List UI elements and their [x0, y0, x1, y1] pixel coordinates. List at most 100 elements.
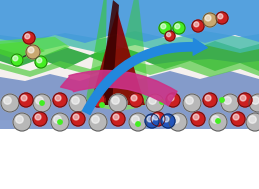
Circle shape	[93, 95, 99, 101]
Circle shape	[246, 113, 259, 131]
Circle shape	[209, 113, 227, 131]
Circle shape	[147, 116, 153, 122]
Circle shape	[238, 93, 252, 107]
Circle shape	[28, 47, 34, 53]
Circle shape	[191, 112, 205, 126]
Circle shape	[131, 95, 137, 101]
Polygon shape	[0, 41, 45, 61]
Circle shape	[26, 45, 40, 59]
Circle shape	[54, 116, 61, 123]
Circle shape	[25, 34, 30, 39]
Circle shape	[172, 116, 179, 123]
Circle shape	[16, 116, 23, 123]
Circle shape	[166, 93, 180, 107]
Circle shape	[221, 94, 239, 112]
Circle shape	[163, 116, 169, 122]
Polygon shape	[0, 31, 259, 53]
Circle shape	[165, 31, 175, 41]
Circle shape	[212, 116, 219, 123]
Circle shape	[192, 20, 204, 32]
Circle shape	[203, 93, 217, 107]
Circle shape	[167, 33, 171, 37]
Circle shape	[92, 116, 99, 123]
Circle shape	[4, 97, 11, 104]
Circle shape	[13, 56, 18, 61]
Circle shape	[40, 101, 44, 105]
Circle shape	[36, 97, 43, 104]
FancyArrowPatch shape	[83, 39, 207, 115]
Circle shape	[249, 116, 256, 123]
Circle shape	[216, 12, 228, 24]
Circle shape	[129, 93, 143, 107]
Circle shape	[113, 114, 119, 120]
Circle shape	[159, 22, 171, 34]
Circle shape	[224, 97, 231, 104]
Ellipse shape	[92, 90, 147, 110]
Circle shape	[58, 120, 62, 124]
Circle shape	[218, 14, 223, 19]
Circle shape	[136, 122, 140, 126]
Circle shape	[23, 32, 35, 44]
Circle shape	[89, 113, 107, 131]
FancyArrowPatch shape	[61, 70, 177, 106]
Circle shape	[71, 112, 85, 126]
Polygon shape	[85, 0, 107, 105]
Polygon shape	[90, 10, 145, 105]
Circle shape	[72, 97, 79, 104]
Circle shape	[161, 24, 166, 29]
Circle shape	[161, 114, 175, 128]
Circle shape	[111, 112, 125, 126]
Circle shape	[216, 119, 220, 123]
Polygon shape	[110, 0, 150, 105]
Circle shape	[240, 95, 246, 101]
Circle shape	[249, 94, 259, 112]
Circle shape	[53, 93, 67, 107]
Circle shape	[35, 114, 41, 120]
Circle shape	[153, 114, 159, 120]
Circle shape	[203, 13, 217, 27]
Polygon shape	[98, 0, 119, 105]
Circle shape	[169, 113, 187, 131]
Circle shape	[193, 114, 199, 120]
Circle shape	[160, 100, 164, 104]
Circle shape	[91, 93, 105, 107]
Circle shape	[37, 58, 42, 63]
Circle shape	[145, 114, 159, 128]
Circle shape	[69, 94, 87, 112]
Circle shape	[55, 95, 61, 101]
Circle shape	[231, 112, 245, 126]
Circle shape	[132, 116, 139, 123]
Circle shape	[175, 24, 180, 29]
Polygon shape	[0, 59, 259, 77]
Circle shape	[33, 112, 47, 126]
Circle shape	[112, 97, 119, 104]
Circle shape	[183, 94, 201, 112]
Circle shape	[149, 97, 156, 104]
Circle shape	[168, 95, 174, 101]
Circle shape	[11, 54, 23, 66]
Polygon shape	[0, 71, 259, 129]
Circle shape	[220, 98, 224, 102]
Circle shape	[151, 112, 165, 126]
Circle shape	[73, 114, 79, 120]
Circle shape	[109, 94, 127, 112]
Circle shape	[19, 93, 33, 107]
Polygon shape	[0, 37, 70, 59]
Circle shape	[252, 97, 259, 104]
Circle shape	[146, 94, 164, 112]
Circle shape	[35, 56, 47, 68]
Circle shape	[51, 113, 69, 131]
Circle shape	[233, 114, 239, 120]
Circle shape	[194, 22, 199, 27]
Circle shape	[173, 22, 185, 34]
Circle shape	[129, 113, 147, 131]
Circle shape	[205, 15, 211, 21]
Circle shape	[21, 95, 27, 101]
Circle shape	[1, 94, 19, 112]
Circle shape	[13, 113, 31, 131]
Circle shape	[186, 97, 193, 104]
Polygon shape	[0, 0, 259, 44]
Circle shape	[205, 95, 211, 101]
Circle shape	[100, 103, 104, 107]
Polygon shape	[0, 41, 259, 71]
